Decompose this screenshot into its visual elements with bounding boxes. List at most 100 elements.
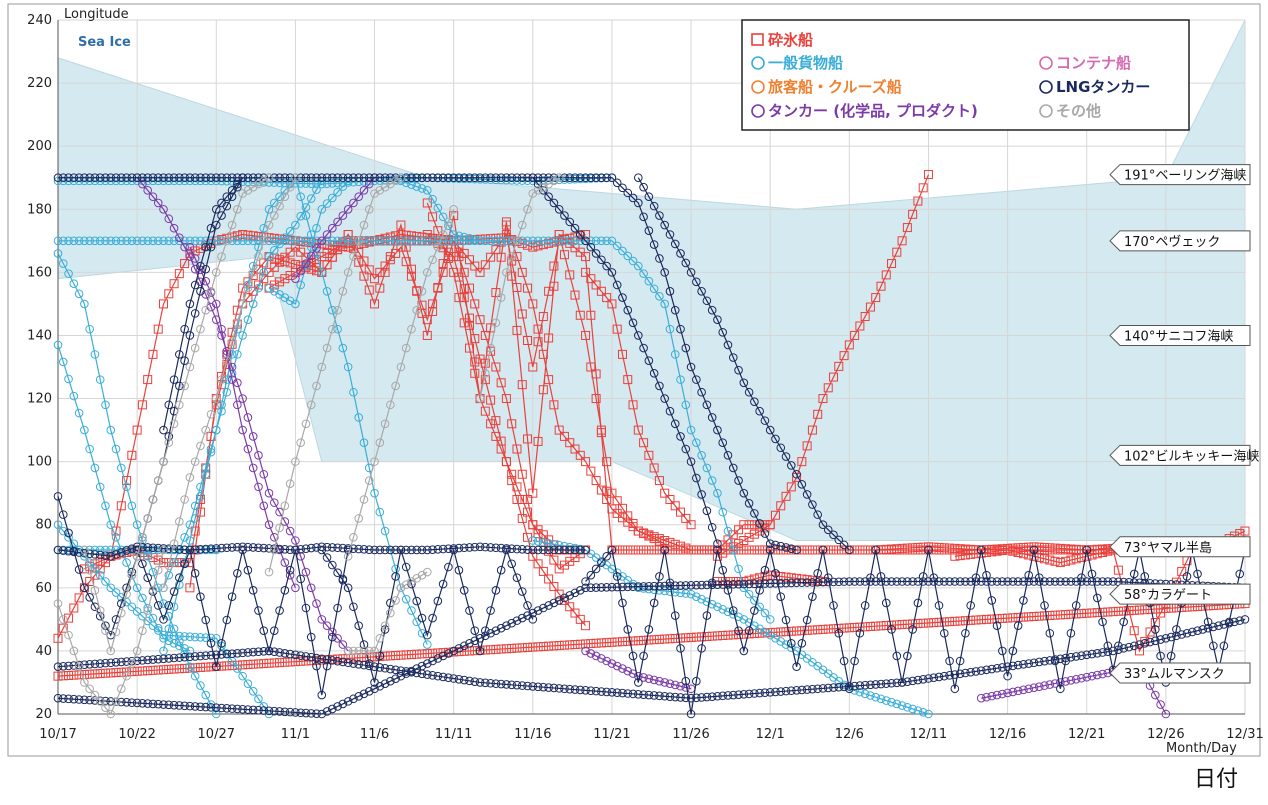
data-point [74, 236, 84, 246]
data-point [164, 400, 174, 410]
data-point [713, 580, 722, 589]
data-point [354, 646, 364, 656]
data-point [1235, 616, 1245, 625]
data-point [222, 192, 232, 201]
data-point [312, 266, 322, 276]
data-point [1098, 577, 1107, 586]
data-point [1055, 543, 1065, 553]
data-point [496, 236, 506, 246]
data-point [692, 375, 701, 384]
data-point [111, 697, 121, 706]
data-point [538, 385, 548, 395]
data-point [164, 438, 174, 448]
data-point [254, 705, 263, 715]
data-point [380, 173, 390, 183]
data-point [929, 542, 939, 552]
data-point [617, 637, 627, 647]
data-point [58, 623, 68, 633]
data-point [686, 693, 696, 703]
data-point [175, 641, 184, 651]
data-point [196, 702, 205, 712]
data-point [876, 694, 886, 704]
data-point [301, 259, 311, 268]
data-point [375, 545, 385, 555]
data-point [69, 670, 79, 680]
data-point [175, 573, 184, 583]
data-point [444, 236, 453, 246]
data-point [692, 277, 701, 287]
data-point [148, 621, 158, 630]
data-point [90, 173, 100, 183]
data-point [180, 356, 189, 365]
data-point [211, 220, 221, 230]
data-point [734, 476, 743, 485]
data-point [148, 192, 158, 201]
data-point [512, 544, 522, 554]
data-point [718, 604, 728, 614]
data-point [649, 532, 659, 542]
data-point [80, 548, 89, 558]
data-point [333, 187, 342, 197]
data-point [275, 648, 284, 657]
data-point [211, 662, 221, 671]
data-point [401, 236, 411, 246]
data-point [723, 526, 733, 536]
data-point [765, 579, 775, 588]
legend-item: 旅客船・クルーズ船 [751, 78, 902, 96]
data-point [465, 606, 474, 615]
data-point [533, 537, 543, 546]
data-point [111, 550, 121, 559]
data-point [955, 544, 965, 554]
data-point [364, 179, 374, 189]
data-point [697, 545, 707, 555]
legend-marker [1039, 56, 1053, 70]
y-tick-label: 40 [35, 644, 52, 659]
data-point [581, 267, 591, 277]
series-track-line [136, 547, 349, 696]
data-point [322, 248, 332, 258]
data-point [612, 241, 622, 251]
data-point [1092, 549, 1102, 559]
data-point [222, 236, 232, 246]
data-point [486, 395, 496, 405]
data-point [275, 544, 284, 554]
data-point [644, 674, 654, 683]
data-point [660, 545, 669, 555]
data-point [665, 587, 675, 596]
data-point [217, 703, 226, 713]
data-point [591, 476, 601, 486]
data-point [1061, 610, 1071, 620]
data-point [222, 350, 232, 359]
data-point [612, 280, 622, 290]
data-point [982, 665, 991, 675]
data-point [233, 569, 242, 578]
data-point [111, 444, 121, 454]
data-point [697, 693, 706, 702]
data-point [486, 252, 496, 262]
data-point [343, 646, 353, 656]
data-point [839, 351, 849, 361]
data-point [486, 678, 495, 688]
data-point [670, 239, 680, 249]
data-point [280, 545, 290, 554]
data-point [591, 280, 601, 290]
data-point [955, 656, 965, 666]
data-point [533, 241, 543, 251]
data-point [554, 540, 564, 550]
data-point [1209, 622, 1218, 632]
data-point [771, 540, 780, 550]
data-point [190, 526, 200, 536]
data-point [845, 682, 854, 691]
data-point [734, 564, 743, 574]
data-point [222, 201, 232, 211]
data-point [343, 697, 353, 706]
data-point [80, 425, 89, 435]
data-point [1129, 569, 1139, 579]
data-point [871, 621, 881, 631]
data-point [322, 553, 332, 562]
data-point [169, 700, 179, 710]
data-point [839, 682, 849, 692]
data-point [322, 199, 332, 208]
data-point [533, 324, 543, 334]
data-point [338, 236, 348, 246]
